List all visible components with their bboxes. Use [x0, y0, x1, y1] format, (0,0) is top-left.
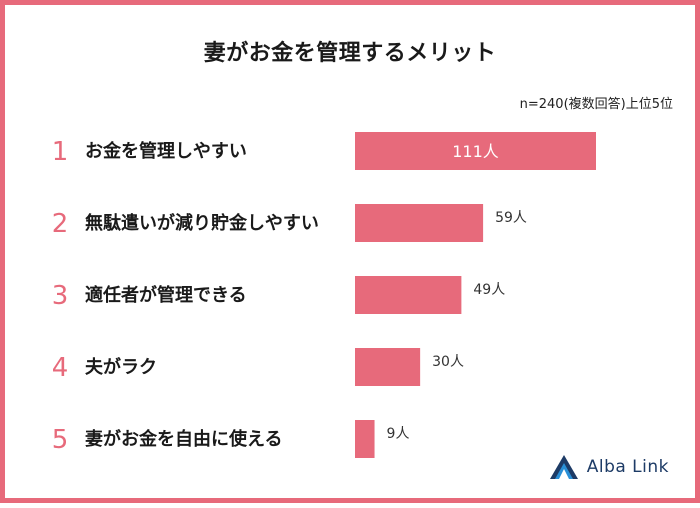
alba-link-logo-icon	[549, 455, 578, 479]
category-label: お金を管理しやすい	[85, 140, 247, 162]
rank-number: 4	[52, 353, 69, 383]
value-label: 111人	[452, 142, 499, 161]
logo-text: Alba Link	[586, 457, 669, 477]
category-label: 無駄遣いが減り貯金しやすい	[85, 212, 319, 234]
bar	[355, 204, 484, 242]
value-label: 49人	[473, 282, 505, 298]
chart-subtitle: n=240(複数回答)上位5位	[519, 97, 673, 112]
chart-title: 妻がお金を管理するメリット	[203, 41, 497, 66]
bar	[355, 276, 462, 314]
category-label: 妻がお金を自由に使える	[85, 428, 282, 450]
rank-number: 5	[52, 425, 69, 455]
category-label: 夫がラク	[85, 356, 157, 378]
rank-number: 3	[52, 281, 69, 311]
brand-logo: Alba Link	[549, 454, 669, 480]
value-label: 59人	[495, 210, 527, 226]
rank-number: 1	[52, 137, 69, 167]
value-label: 30人	[432, 354, 464, 370]
bar	[355, 348, 421, 386]
bar	[355, 420, 375, 458]
value-label: 9人	[387, 426, 410, 442]
bar	[355, 132, 596, 170]
rank-number: 2	[52, 209, 69, 239]
category-label: 適任者が管理できる	[85, 284, 247, 306]
